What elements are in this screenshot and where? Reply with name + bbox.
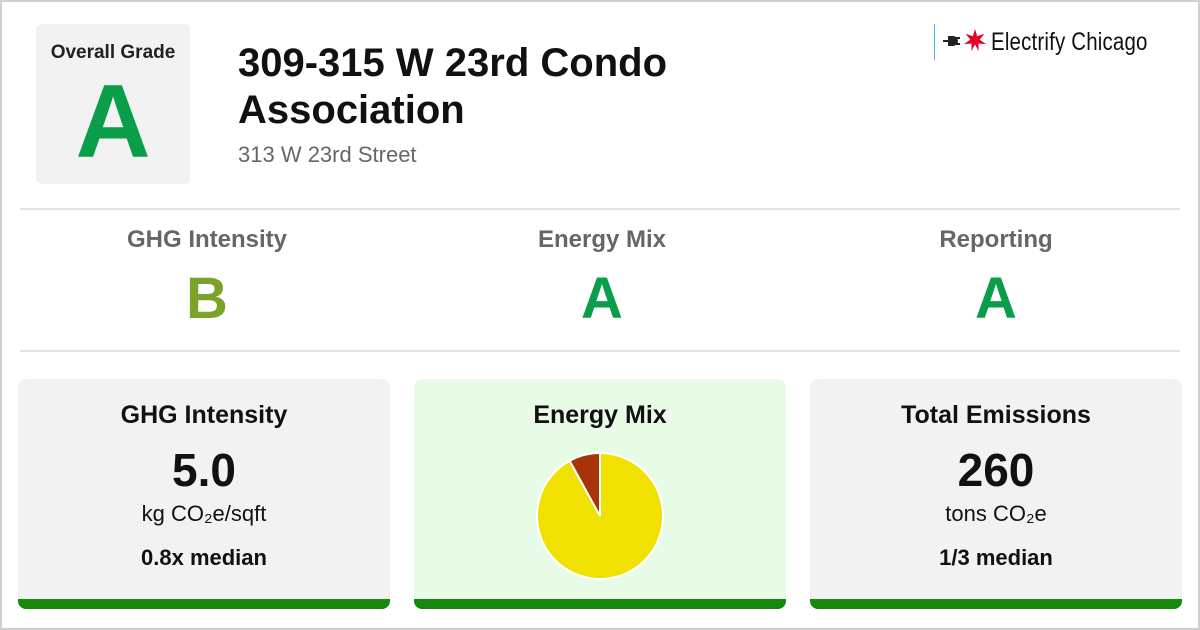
overall-grade-value: A bbox=[75, 64, 151, 180]
card-median: 1/3 median bbox=[939, 545, 1053, 570]
card-unit: kg CO₂e/sqft bbox=[141, 501, 267, 526]
card-median: 0.8x median bbox=[141, 545, 267, 570]
card-accent-bar bbox=[18, 599, 390, 609]
overall-grade-box: Overall Grade A bbox=[36, 24, 190, 184]
total-emissions-card: Total Emissions 260 tons CO₂e 1/3 median bbox=[810, 379, 1182, 609]
grade-energy-mix: Energy Mix A bbox=[405, 226, 799, 328]
chicago-flag-stripe bbox=[934, 24, 936, 60]
divider-top bbox=[20, 208, 1180, 210]
grade-value: B bbox=[186, 266, 228, 331]
card-value: 5.0 bbox=[172, 444, 236, 496]
energy-mix-pie-chart bbox=[536, 451, 664, 580]
grade-name: Energy Mix bbox=[537, 226, 667, 253]
pie-slice-1 bbox=[568, 451, 601, 517]
card-accent-bar bbox=[414, 599, 786, 609]
divider-middle bbox=[20, 350, 1180, 352]
card-accent-bar bbox=[810, 599, 1182, 609]
grade-value: A bbox=[581, 266, 623, 331]
brand-logo[interactable]: Electrify Chicago bbox=[934, 24, 1182, 60]
card-title: Energy Mix bbox=[533, 401, 667, 429]
grade-ghg-intensity: GHG Intensity B bbox=[10, 226, 404, 328]
overall-grade-label: Overall Grade bbox=[50, 42, 176, 63]
grade-value: A bbox=[975, 266, 1017, 331]
plug-icon bbox=[943, 32, 961, 53]
ghg-intensity-card: GHG Intensity 5.0 kg CO₂e/sqft 0.8x medi… bbox=[18, 379, 390, 609]
chicago-star-icon bbox=[963, 28, 987, 57]
card-title: Total Emissions bbox=[901, 401, 1091, 429]
energy-mix-card: Energy Mix bbox=[414, 379, 786, 609]
grade-name: Reporting bbox=[939, 226, 1053, 253]
building-title: 309-315 W 23rd Condo Association bbox=[238, 41, 668, 132]
brand-name: Electrify Chicago bbox=[991, 27, 1148, 56]
card-unit: tons CO₂e bbox=[945, 501, 1047, 526]
card-title: GHG Intensity bbox=[120, 401, 288, 429]
grade-reporting: Reporting A bbox=[799, 226, 1193, 328]
grade-name: GHG Intensity bbox=[126, 226, 288, 253]
building-address: 313 W 23rd Street bbox=[238, 142, 417, 167]
card-value: 260 bbox=[957, 444, 1035, 496]
